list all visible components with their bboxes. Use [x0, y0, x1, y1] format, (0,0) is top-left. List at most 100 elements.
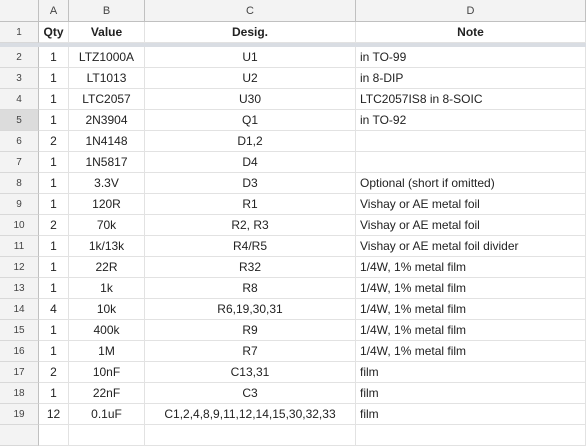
row-header-7[interactable]: 7: [0, 152, 39, 173]
cell-value[interactable]: LT1013: [69, 68, 145, 89]
cell-qty[interactable]: 2: [39, 131, 69, 152]
row-header-4[interactable]: 4: [0, 89, 39, 110]
cell-desig[interactable]: Q1: [145, 110, 356, 131]
cell-qty[interactable]: 1: [39, 152, 69, 173]
cell-desig[interactable]: C1,2,4,8,9,11,12,14,15,30,32,33: [145, 404, 356, 425]
frozen-row-divider[interactable]: [0, 43, 586, 47]
cell-value[interactable]: 1k: [69, 278, 145, 299]
cell-desig[interactable]: R9: [145, 320, 356, 341]
cell-note[interactable]: [356, 152, 586, 173]
cell-desig[interactable]: D3: [145, 173, 356, 194]
cell-note[interactable]: Vishay or AE metal foil: [356, 215, 586, 236]
header-cell-qty[interactable]: Qty: [39, 22, 69, 43]
cell-qty[interactable]: 1: [39, 194, 69, 215]
cell-desig[interactable]: U30: [145, 89, 356, 110]
cell-qty[interactable]: 1: [39, 89, 69, 110]
cell-note[interactable]: 1/4W, 1% metal film: [356, 299, 586, 320]
cell-value[interactable]: 0.1uF: [69, 404, 145, 425]
cell-value[interactable]: 22R: [69, 257, 145, 278]
cell-note[interactable]: film: [356, 404, 586, 425]
cell-desig[interactable]: D1,2: [145, 131, 356, 152]
row-header-17[interactable]: 17: [0, 362, 39, 383]
cell-note[interactable]: film: [356, 362, 586, 383]
cell-qty[interactable]: 1: [39, 236, 69, 257]
cell-desig[interactable]: R6,19,30,31: [145, 299, 356, 320]
row-header-2[interactable]: 2: [0, 47, 39, 68]
column-header-a[interactable]: A: [39, 0, 69, 22]
row-header-19[interactable]: 19: [0, 404, 39, 425]
row-header-9[interactable]: 9: [0, 194, 39, 215]
cell-note[interactable]: in 8-DIP: [356, 68, 586, 89]
cell-desig[interactable]: U1: [145, 47, 356, 68]
cell-note[interactable]: in TO-92: [356, 110, 586, 131]
cell-qty[interactable]: 1: [39, 68, 69, 89]
cell-note[interactable]: 1/4W, 1% metal film: [356, 278, 586, 299]
cell-qty[interactable]: 1: [39, 320, 69, 341]
column-header-c[interactable]: C: [145, 0, 356, 22]
column-header-d[interactable]: D: [356, 0, 586, 22]
row-header-10[interactable]: 10: [0, 215, 39, 236]
cell-desig[interactable]: R4/R5: [145, 236, 356, 257]
cell-qty[interactable]: 2: [39, 362, 69, 383]
cell-note[interactable]: Optional (short if omitted): [356, 173, 586, 194]
cell-qty[interactable]: 1: [39, 257, 69, 278]
cell-desig[interactable]: D4: [145, 152, 356, 173]
cell-note[interactable]: [356, 131, 586, 152]
cell-note[interactable]: 1/4W, 1% metal film: [356, 341, 586, 362]
cell-note[interactable]: in TO-99: [356, 47, 586, 68]
cell-desig[interactable]: R32: [145, 257, 356, 278]
cell-qty[interactable]: 2: [39, 215, 69, 236]
cell-value[interactable]: 10k: [69, 299, 145, 320]
row-header-15[interactable]: 15: [0, 320, 39, 341]
cell-value[interactable]: 400k: [69, 320, 145, 341]
cell-note[interactable]: LTC2057IS8 in 8-SOIC: [356, 89, 586, 110]
header-cell-value[interactable]: Value: [69, 22, 145, 43]
row-header-8[interactable]: 8: [0, 173, 39, 194]
row-header-12[interactable]: 12: [0, 257, 39, 278]
cell-desig[interactable]: R1: [145, 194, 356, 215]
cell-qty[interactable]: 4: [39, 299, 69, 320]
cell-qty[interactable]: 12: [39, 404, 69, 425]
row-header-13[interactable]: 13: [0, 278, 39, 299]
row-header-3[interactable]: 3: [0, 68, 39, 89]
row-header-14[interactable]: 14: [0, 299, 39, 320]
cell-value[interactable]: 2N3904: [69, 110, 145, 131]
cell-desig[interactable]: R2, R3: [145, 215, 356, 236]
cell-qty[interactable]: 1: [39, 173, 69, 194]
cell-note[interactable]: Vishay or AE metal foil: [356, 194, 586, 215]
row-header-11[interactable]: 11: [0, 236, 39, 257]
cell-value[interactable]: 1N5817: [69, 152, 145, 173]
header-cell-desig[interactable]: Desig.: [145, 22, 356, 43]
cell-value[interactable]: 1M: [69, 341, 145, 362]
row-header-empty[interactable]: [0, 425, 39, 446]
cell-desig[interactable]: R7: [145, 341, 356, 362]
cell-value[interactable]: 3.3V: [69, 173, 145, 194]
cell-qty[interactable]: 1: [39, 110, 69, 131]
cell-value[interactable]: 120R: [69, 194, 145, 215]
cell-note[interactable]: 1/4W, 1% metal film: [356, 257, 586, 278]
cell-qty[interactable]: 1: [39, 383, 69, 404]
column-header-b[interactable]: B: [69, 0, 145, 22]
cell-value[interactable]: 10nF: [69, 362, 145, 383]
empty-cell[interactable]: [69, 425, 145, 446]
row-header-1[interactable]: 1: [0, 22, 39, 43]
row-header-18[interactable]: 18: [0, 383, 39, 404]
empty-cell[interactable]: [356, 425, 586, 446]
cell-value[interactable]: 1N4148: [69, 131, 145, 152]
cell-note[interactable]: 1/4W, 1% metal film: [356, 320, 586, 341]
select-all-corner[interactable]: [0, 0, 39, 22]
cell-note[interactable]: Vishay or AE metal foil divider: [356, 236, 586, 257]
cell-value[interactable]: 70k: [69, 215, 145, 236]
row-header-6[interactable]: 6: [0, 131, 39, 152]
header-cell-note[interactable]: Note: [356, 22, 586, 43]
cell-note[interactable]: film: [356, 383, 586, 404]
cell-qty[interactable]: 1: [39, 47, 69, 68]
cell-desig[interactable]: C3: [145, 383, 356, 404]
cell-desig[interactable]: R8: [145, 278, 356, 299]
row-header-5[interactable]: 5: [0, 110, 39, 131]
cell-qty[interactable]: 1: [39, 278, 69, 299]
cell-qty[interactable]: 1: [39, 341, 69, 362]
empty-cell[interactable]: [145, 425, 356, 446]
cell-value[interactable]: 22nF: [69, 383, 145, 404]
row-header-16[interactable]: 16: [0, 341, 39, 362]
